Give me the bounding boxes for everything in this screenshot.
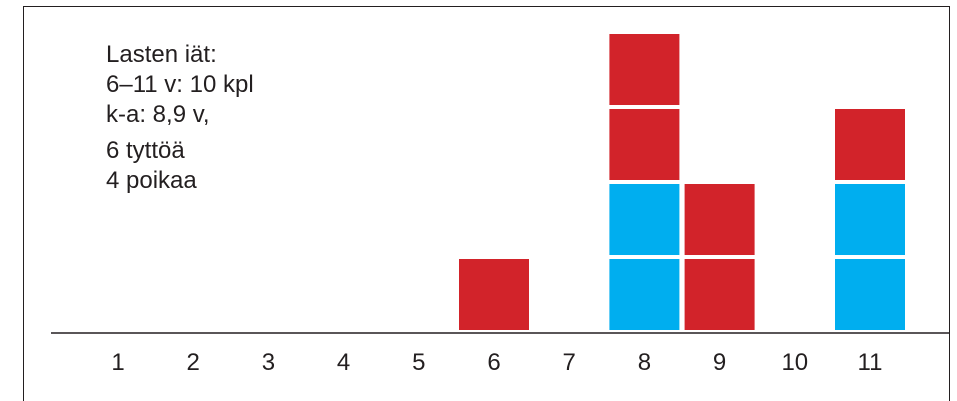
girl-block-8 [609, 109, 680, 180]
x-tick-label: 11 [858, 349, 883, 376]
x-tick-label: 8 [638, 349, 651, 376]
girl-block-9 [684, 259, 755, 330]
x-tick-label: 10 [781, 349, 808, 376]
boy-block-8 [609, 259, 680, 330]
summary-notes: Lasten iät: 6–11 v: 10 kpl k-a: 8,9 v, 6… [106, 40, 254, 196]
x-tick-label: 7 [563, 349, 576, 376]
notes-girls-count: 6 tyttöä [106, 137, 185, 164]
girl-block-8 [609, 34, 680, 105]
girl-block-11 [835, 109, 905, 180]
x-tick-labels: 1 2 3 4 5 6 7 8 9 10 11 [111, 349, 882, 376]
bars-group [459, 34, 905, 330]
x-tick-label: 2 [187, 349, 200, 376]
notes-age-range: 6–11 v: 10 kpl [106, 71, 254, 98]
notes-average-age: k-a: 8,9 v, [106, 101, 210, 128]
x-tick-label: 1 [111, 349, 124, 376]
x-tick-label: 5 [412, 349, 425, 376]
girl-block-6 [459, 259, 529, 330]
x-tick-label: 9 [713, 349, 726, 376]
x-tick-label: 4 [337, 349, 350, 376]
x-tick-label: 3 [262, 349, 275, 376]
boy-block-8 [609, 184, 680, 255]
boy-block-11 [835, 184, 905, 255]
notes-boys-count: 4 poikaa [106, 167, 197, 194]
x-tick-label: 6 [487, 349, 500, 376]
girl-block-9 [684, 184, 755, 255]
notes-title: Lasten iät: [106, 41, 217, 68]
boy-block-11 [835, 259, 905, 330]
